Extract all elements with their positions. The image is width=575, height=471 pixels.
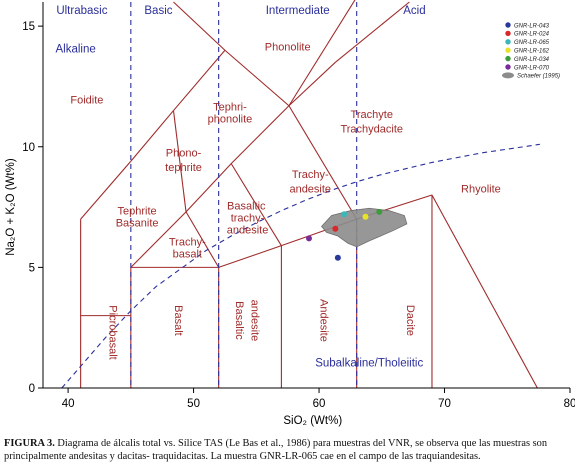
x-tick-label: 60 — [313, 398, 326, 410]
field-boundary-line — [431, 194, 538, 389]
sample-point-gnr-lr-070 — [306, 235, 313, 242]
field-label: andesite — [289, 184, 331, 196]
x-tick-label: 40 — [62, 398, 75, 410]
sample-point-gnr-lr-034 — [376, 208, 383, 215]
legend-marker — [505, 55, 511, 62]
field-label: Trachy- — [169, 237, 206, 249]
field-label: Tephrite — [118, 205, 157, 217]
x-tick-label: 80 — [564, 398, 575, 410]
field-boundary-line — [224, 49, 290, 107]
field-label-vertical: Basaltic — [233, 301, 245, 340]
x-tick-label: 50 — [187, 398, 200, 410]
field-label-vertical: Basalt — [172, 305, 184, 336]
field-label: andesite — [227, 225, 269, 237]
y-tick-label: 15 — [22, 21, 35, 33]
category-label: Subalkaline/Tholeiitic — [315, 357, 423, 369]
y-tick-label: 5 — [29, 262, 35, 274]
field-boundary-line — [288, 61, 336, 107]
sample-points — [306, 208, 383, 261]
field-boundary-line — [130, 211, 187, 268]
field-label: Phono- — [166, 147, 202, 159]
field-label: phonolite — [208, 114, 253, 126]
field-label: Basanite — [116, 217, 159, 229]
legend-label: GNR-LR-162 — [514, 49, 550, 55]
sample-point-gnr-lr-043 — [334, 254, 341, 261]
tas-diagram: 40 50 60 70 80 0 5 10 15 SiO₂ (Wt%) Na₂O + K₂O (Wt… — [5, 0, 575, 427]
legend-marker — [505, 30, 511, 37]
field-label: Trachydacite — [340, 123, 403, 135]
y-tick-label: 0 — [29, 383, 35, 395]
field-boundary-line — [288, 0, 356, 107]
field-boundary-line — [173, 49, 226, 111]
axes: 40 50 60 70 80 0 5 10 15 SiO₂ (Wt%) Na₂O + K₂O (Wt… — [5, 2, 575, 427]
field-boundary-line — [185, 211, 220, 268]
field-boundary-line — [335, 1, 410, 63]
category-label: Ultrabasic — [56, 5, 107, 17]
field-label: Phonolite — [265, 41, 311, 53]
field-boundary-line — [172, 110, 187, 212]
field-label: Trachyte — [351, 109, 393, 121]
y-tick-label: 10 — [22, 142, 35, 154]
legend-marker — [505, 64, 511, 70]
sample-point-gnr-lr-065 — [341, 211, 348, 218]
x-axis-label: SiO₂ (Wt%) — [283, 415, 342, 427]
field-boundary-line — [173, 1, 226, 51]
legend-marker — [505, 47, 511, 53]
schaefer-field — [321, 207, 408, 248]
field-label: Foidite — [70, 94, 103, 106]
legend-label: GNR-LR-065 — [514, 40, 550, 46]
field-boundary-line — [80, 160, 132, 220]
field-label: Trachy- — [292, 169, 329, 181]
category-label: Intermediate — [266, 5, 330, 17]
category-label: Basic — [144, 5, 172, 17]
legend-label: GNR-LR-034 — [514, 57, 550, 63]
legend-marker — [505, 22, 511, 28]
field-label-vertical: Andesite — [317, 299, 329, 342]
legend-label: GNR-LR-043 — [514, 23, 550, 29]
category-label: Alkaline — [55, 44, 95, 56]
field-boundary-line — [288, 105, 358, 220]
legend-label: GNR-LR-070 — [514, 65, 550, 71]
class-divider-lines — [61, 2, 540, 389]
sample-point-gnr-lr-024 — [332, 225, 339, 232]
field-label-vertical: Picrobasalt — [107, 305, 119, 359]
field-label: Basaltic — [227, 200, 266, 212]
legend-label: GNR-LR-024 — [514, 32, 550, 38]
category-label: Acid — [403, 5, 425, 17]
field-boundary-line — [230, 163, 282, 246]
field-label-vertical: Dacite — [404, 305, 416, 336]
sample-point-gnr-lr-162 — [362, 213, 369, 220]
field-label: Rhyolite — [461, 184, 501, 196]
field-boundary-line — [130, 110, 174, 162]
legend-marker — [505, 39, 511, 45]
field-boundary-line — [218, 245, 282, 268]
y-axis-label: Na₂O + K₂O (Wt%) — [5, 158, 17, 256]
field-boundary-line — [230, 105, 290, 165]
field-label: trachy- — [231, 213, 265, 225]
legend: GNR-LR-043 GNR-LR-024 GNR-LR-065 GNR-LR-162… — [502, 22, 560, 80]
field-label: Tephri- — [213, 102, 247, 114]
figure-caption: FIGURA 3. Diagrama de álcalis total vs. … — [4, 438, 570, 463]
field-boundary-line — [185, 163, 232, 213]
field-boundaries — [80, 0, 538, 389]
legend-field-marker — [502, 72, 514, 79]
legend-field-label: Schaefer (1995) — [517, 74, 560, 80]
field-label: tephrite — [165, 162, 202, 174]
field-label: basalt — [173, 249, 202, 261]
x-tick-label: 70 — [438, 398, 451, 410]
schaefer-field-polygon — [321, 207, 408, 248]
alkaline-subalkaline-divider — [61, 143, 540, 389]
field-label-vertical: andesite — [248, 300, 260, 342]
caption-label: FIGURA 3. — [4, 438, 55, 449]
caption-text: Diagrama de álcalis total vs. Sílice TAS… — [4, 438, 548, 462]
field-labels: Foidite Phonolite Tephri-phonolite Trachyte… — [55, 5, 500, 369]
